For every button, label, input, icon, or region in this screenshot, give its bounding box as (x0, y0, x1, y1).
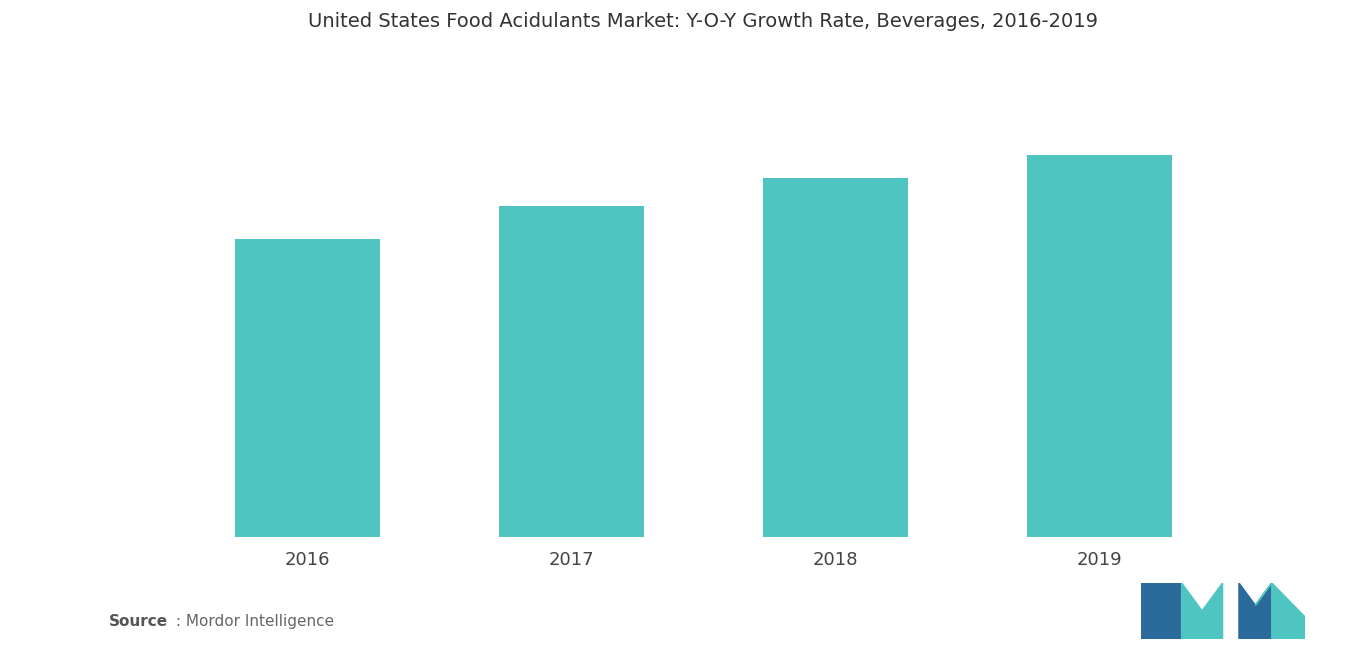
Bar (499, 206, 645, 537)
Polygon shape (1141, 583, 1182, 639)
Bar (764, 178, 908, 537)
Bar (1027, 155, 1172, 537)
Polygon shape (1141, 583, 1182, 610)
Title: United States Food Acidulants Market: Y-O-Y Growth Rate, Beverages, 2016-2019: United States Food Acidulants Market: Y-… (309, 12, 1098, 31)
Text: Source: Source (109, 614, 168, 629)
Polygon shape (1239, 583, 1272, 639)
Bar (235, 239, 380, 537)
Polygon shape (1182, 583, 1223, 639)
Polygon shape (1255, 583, 1305, 639)
Text: : Mordor Intelligence: : Mordor Intelligence (171, 614, 333, 629)
